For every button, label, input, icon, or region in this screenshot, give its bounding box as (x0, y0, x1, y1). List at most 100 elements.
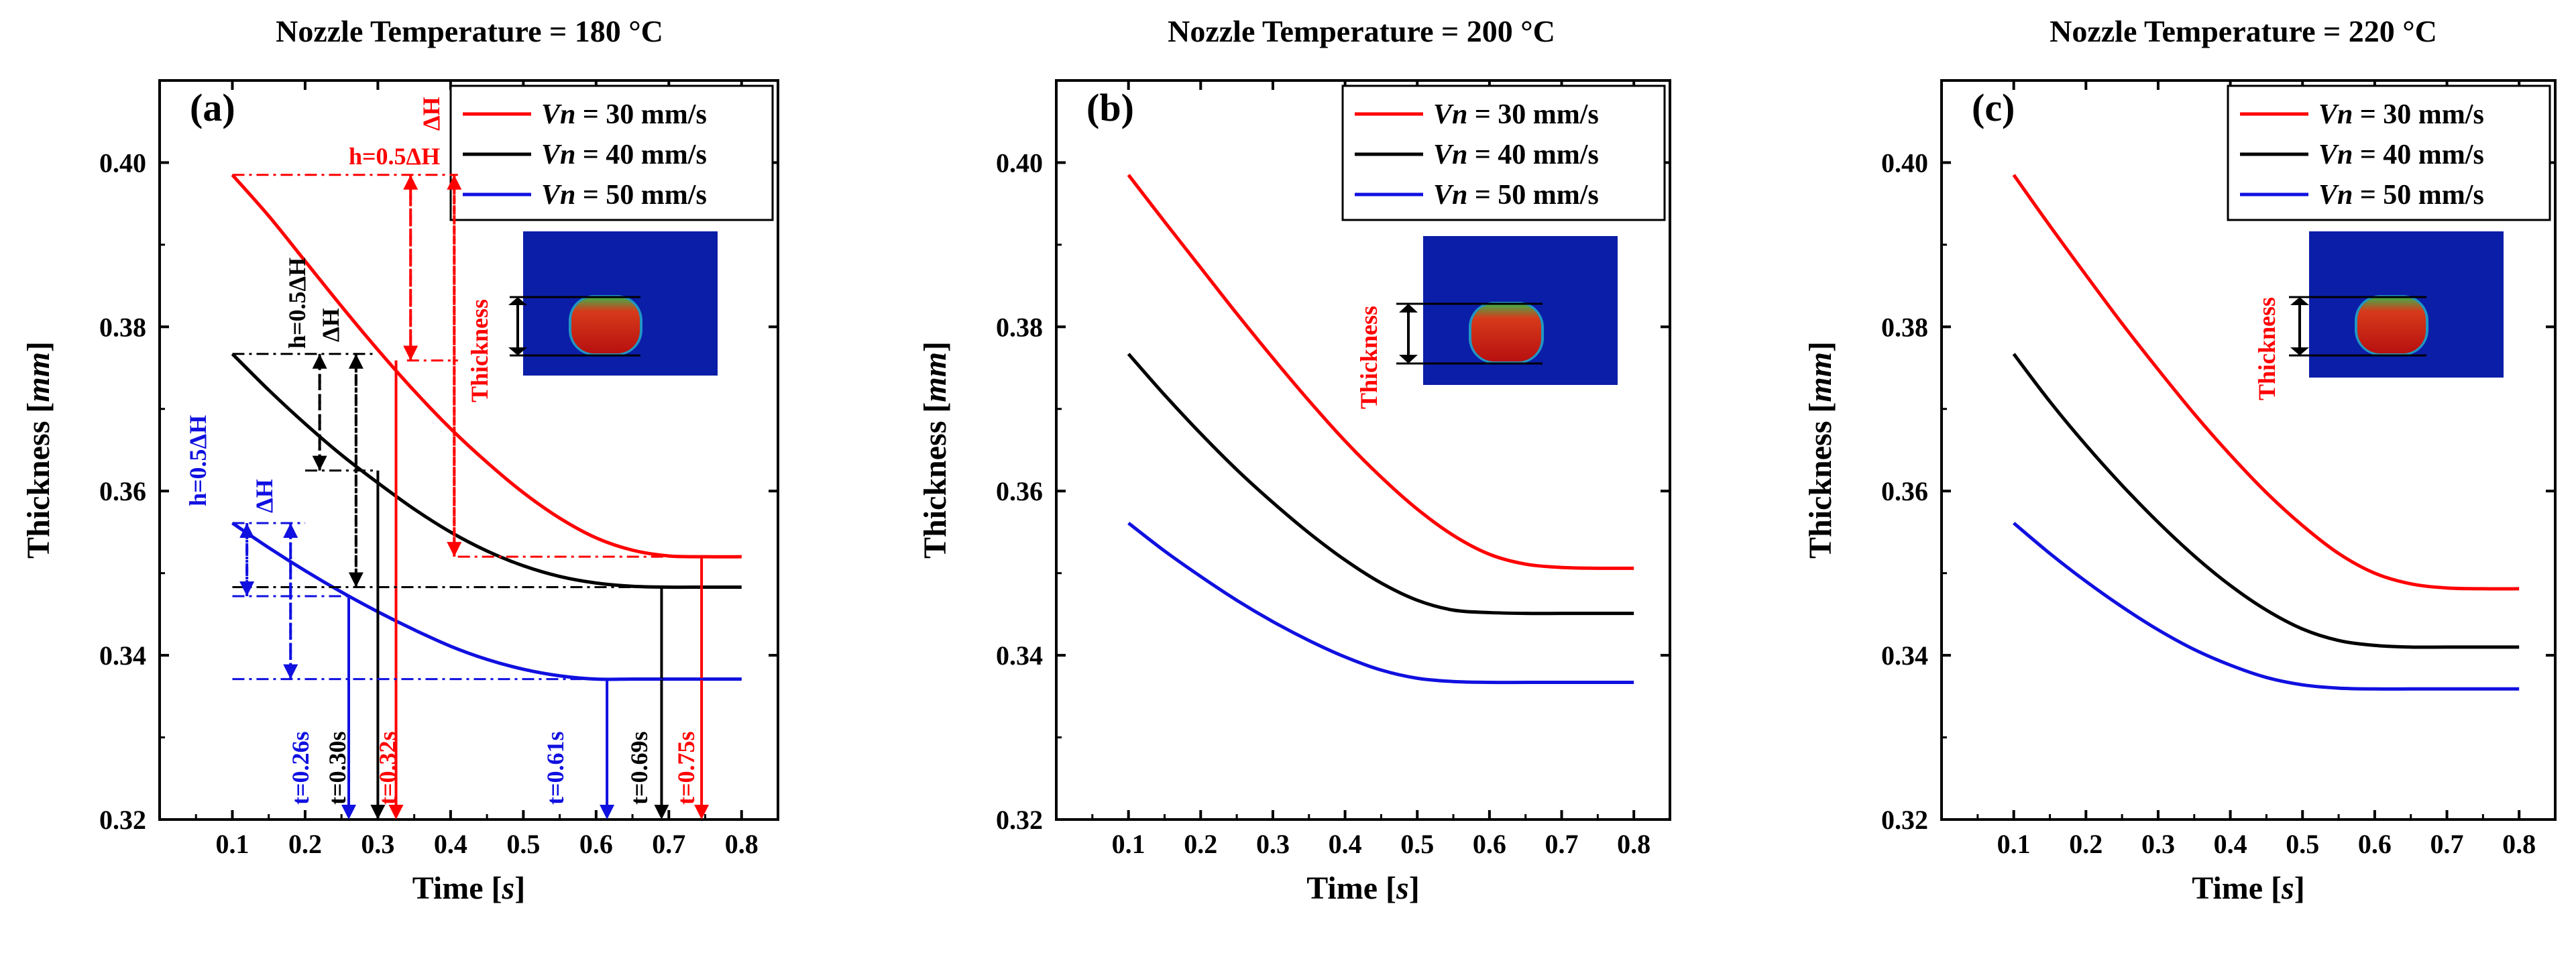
y-tick-label: 0.36 (996, 476, 1043, 506)
y-tick-label: 0.36 (99, 476, 146, 506)
x-tick-label: 0.7 (2430, 829, 2464, 859)
panel-b: Nozzle Temperature = 200 °C 0.1 0.2 0.3 0.4… (917, 14, 1671, 906)
label-blue-half-dh: h=0.5ΔH (184, 415, 211, 506)
series-line-0 (2012, 174, 2520, 591)
x-tick-label: 0.6 (2358, 829, 2392, 859)
y-tick-label: 0.40 (99, 148, 146, 178)
arrowhead-icon (348, 572, 363, 587)
panel-a: Nozzle Temperature = 180 °C 0.1 0.2 0.3 0.4… (21, 14, 779, 906)
arrowhead-icon (239, 581, 255, 596)
inset-label: Thickness (2253, 297, 2280, 400)
arrowhead-icon (239, 522, 255, 538)
x-axis-label-text: Time [ (412, 870, 502, 906)
arrowhead-icon (694, 805, 710, 820)
x-tick-label: 0.8 (725, 829, 759, 859)
y-axis-label: Thickness [mm] (1803, 341, 1838, 559)
y-axis-label-text: Thickness [ (1803, 402, 1838, 559)
legend-label: Vn = 40 mm/s (1433, 139, 1599, 170)
x-tick-label: 0.3 (2141, 829, 2175, 859)
x-tick-label: 0.5 (1400, 829, 1434, 859)
series-line-2 (1127, 522, 1634, 685)
legend: Vn = 30 mm/s Vn = 40 mm/s Vn = 50 mm/s (2227, 84, 2551, 221)
y-tick-label: 0.40 (1881, 148, 1928, 178)
x-tick-label: 0.2 (288, 829, 322, 859)
y-axis-label: Thickness [mm] (917, 341, 953, 559)
y-tick-label: 0.34 (1881, 640, 1928, 671)
legend-label: Vn = 30 mm/s (1433, 99, 1599, 130)
label-black-half-dh: h=0.5ΔH (284, 258, 311, 349)
plot-frame (1055, 79, 1671, 821)
arrowhead-icon (283, 522, 298, 538)
arrowhead-icon (447, 542, 462, 557)
x-axis-label: Time [s] (1306, 870, 1419, 906)
label-black-dh: ΔH (317, 308, 344, 342)
x-tick-label: 0.4 (434, 829, 467, 859)
inset-image (508, 231, 718, 376)
legend: Vn = 30 mm/s Vn = 40 mm/s Vn = 50 mm/s (449, 84, 774, 221)
panel-title: Nozzle Temperature = 200 °C (1168, 14, 1555, 48)
x-tick-label: 0.3 (1256, 829, 1290, 859)
inset-image (2289, 231, 2504, 378)
x-tick-label: 0.1 (1997, 829, 2031, 859)
y-tick-label: 0.38 (1881, 312, 1928, 342)
x-tick-label: 0.2 (1184, 829, 1217, 859)
panel-letter: (b) (1086, 86, 1134, 129)
x-axis-label-text: Time [ (1306, 870, 1396, 906)
x-tick-label: 0.6 (1473, 829, 1506, 859)
y-tick-label: 0.34 (99, 640, 146, 671)
x-tick-label: 0.8 (2502, 829, 2536, 859)
x-axis-label-text: Time [ (2192, 870, 2282, 906)
y-axis-unit: mm (917, 352, 953, 402)
label-red-t-half: t=0.32s (374, 731, 401, 805)
label-red-dh: ΔH (418, 97, 445, 131)
series-line-1 (1127, 353, 1634, 616)
legend: Vn = 30 mm/s Vn = 40 mm/s Vn = 50 mm/s (1341, 84, 1666, 221)
series-line-2 (231, 521, 742, 681)
arrowhead-icon (312, 455, 327, 471)
series-line-0 (1127, 174, 1634, 570)
arrowhead-icon (283, 664, 298, 679)
y-tick-label: 0.32 (1881, 805, 1928, 835)
arrowhead-icon (348, 353, 363, 369)
x-tick-label: 0.2 (2069, 829, 2103, 859)
x-tick-label: 0.3 (361, 829, 394, 859)
legend-label: Vn = 50 mm/s (541, 180, 707, 211)
series-line-1 (2012, 353, 2520, 649)
inset-label: Thickness (1355, 306, 1382, 409)
panel-letter: (c) (1972, 86, 2015, 129)
x-tick-label: 0.7 (652, 829, 685, 859)
panel-title: Nozzle Temperature = 180 °C (276, 14, 663, 48)
inset-image (1396, 236, 1618, 385)
x-tick-label: 0.5 (2286, 829, 2319, 859)
panel-c: Nozzle Temperature = 220 °C 0.1 0.2 0.3 0.4… (1803, 14, 2557, 906)
plot-frame (158, 79, 779, 821)
label-red-half-dh: h=0.5ΔH (349, 143, 440, 170)
legend-label: Vn = 30 mm/s (2318, 99, 2484, 130)
legend-label: Vn = 40 mm/s (541, 139, 707, 170)
y-tick-label: 0.38 (99, 312, 146, 342)
y-tick-label: 0.32 (99, 805, 146, 835)
panel-letter: (a) (190, 86, 235, 129)
arrowhead-icon (370, 805, 386, 820)
annotation-group (232, 174, 742, 820)
x-axis-label: Time [s] (412, 870, 525, 906)
x-tick-label: 0.6 (579, 829, 613, 859)
y-tick-label: 0.40 (996, 148, 1043, 178)
x-axis-label: Time [s] (2192, 870, 2304, 906)
arrowhead-icon (388, 805, 404, 820)
legend-label: Vn = 50 mm/s (2318, 180, 2484, 211)
label-blue-dh: ΔH (251, 479, 278, 513)
x-axis-unit: s (1396, 870, 1409, 906)
arrowhead-icon (403, 174, 418, 190)
label-black-t-full: t=0.69s (626, 731, 653, 805)
label-blue-t-full: t=0.61s (542, 731, 569, 805)
inset-label: Thickness (466, 299, 493, 402)
y-axis-label-text: Thickness [ (21, 402, 56, 559)
legend-label: Vn = 30 mm/s (541, 99, 707, 130)
panel-title: Nozzle Temperature = 220 °C (2050, 14, 2437, 48)
x-tick-label: 0.8 (1617, 829, 1650, 859)
arrowhead-icon (600, 805, 615, 820)
y-axis-label: Thickness [mm] (21, 341, 56, 559)
plot-frame (1940, 79, 2557, 821)
